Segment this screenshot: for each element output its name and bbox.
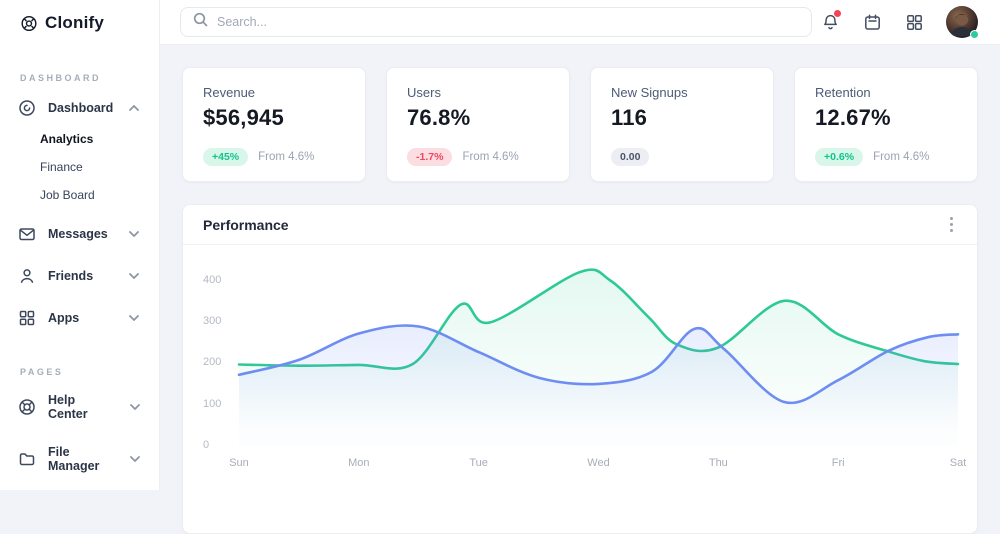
x-axis-label: Fri xyxy=(816,457,860,469)
stat-card-new-signups: New Signups 116 0.00 xyxy=(590,67,774,182)
chevron-down-icon xyxy=(125,267,143,285)
stat-note: From 4.6% xyxy=(462,151,518,163)
stat-value: 76.8% xyxy=(407,105,549,131)
sidebar-item-file-manager[interactable]: File Manager xyxy=(0,437,159,481)
y-axis-label: 300 xyxy=(203,315,221,327)
apps-grid-icon[interactable] xyxy=(904,12,924,32)
online-status-dot xyxy=(970,30,979,39)
main-content: Revenue $56,945 +45% From 4.6% Users 76.… xyxy=(160,45,1000,490)
bell-icon[interactable] xyxy=(820,12,840,32)
y-axis-label: 0 xyxy=(203,439,209,451)
sidebar-item-help-center[interactable]: Help Center xyxy=(0,385,159,429)
search-input[interactable] xyxy=(217,15,799,29)
top-bar xyxy=(160,0,1000,45)
calendar-icon[interactable] xyxy=(862,12,882,32)
sidebar-item-label: Apps xyxy=(48,311,79,325)
user-avatar[interactable] xyxy=(946,6,978,38)
sidebar-subitem-job-board[interactable]: Job Board xyxy=(40,181,159,209)
sidebar-item-friends[interactable]: Friends xyxy=(0,259,159,293)
performance-chart: 400 300 200 100 0 Sun Mon Tue Wed Thu Fri Sat xyxy=(183,245,977,495)
trend-badge: +45% xyxy=(203,148,248,166)
more-options-icon[interactable] xyxy=(946,213,957,236)
stat-label: Retention xyxy=(815,85,957,100)
sidebar-subitem-finance[interactable]: Finance xyxy=(40,153,159,181)
trend-badge: 0.00 xyxy=(611,148,649,166)
y-axis-label: 400 xyxy=(203,274,221,286)
performance-card-header: Performance xyxy=(183,205,977,245)
lifebuoy-icon xyxy=(18,398,36,416)
chevron-down-icon xyxy=(126,398,143,416)
stats-row: Revenue $56,945 +45% From 4.6% Users 76.… xyxy=(182,67,978,182)
x-axis-label: Thu xyxy=(696,457,740,469)
x-axis-label: Tue xyxy=(457,457,501,469)
dashboard-submenu: Analytics Finance Job Board xyxy=(0,125,159,209)
sidebar-item-label: Help Center xyxy=(48,393,114,421)
chevron-up-icon xyxy=(125,99,143,117)
sidebar-item-label: Friends xyxy=(48,269,93,283)
sidebar-item-label: File Manager xyxy=(48,445,115,473)
x-axis-label: Mon xyxy=(337,457,381,469)
trend-badge: -1.7% xyxy=(407,148,452,166)
y-axis-label: 200 xyxy=(203,356,221,368)
stat-label: Users xyxy=(407,85,549,100)
chevron-down-icon xyxy=(125,225,143,243)
sidebar-item-dashboard[interactable]: Dashboard xyxy=(0,91,159,125)
stat-note: From 4.6% xyxy=(873,151,929,163)
folder-icon xyxy=(18,450,36,468)
dashboard-icon xyxy=(18,99,36,117)
clonify-logo-icon xyxy=(20,14,38,32)
stat-card-retention: Retention 12.67% +0.6% From 4.6% xyxy=(794,67,978,182)
y-axis-label: 100 xyxy=(203,398,221,410)
x-axis-label: Sat xyxy=(936,457,980,469)
stat-value: 116 xyxy=(611,105,753,131)
x-axis-label: Wed xyxy=(577,457,621,469)
mail-icon xyxy=(18,225,36,243)
search-icon xyxy=(193,12,208,32)
chart-title: Performance xyxy=(203,217,289,233)
x-axis-label: Sun xyxy=(217,457,261,469)
notification-dot xyxy=(834,10,841,17)
user-icon xyxy=(18,267,36,285)
sidebar-item-label: Dashboard xyxy=(48,101,113,115)
stat-note: From 4.6% xyxy=(258,151,314,163)
stat-label: New Signups xyxy=(611,85,753,100)
search-box[interactable] xyxy=(180,7,812,37)
stat-card-users: Users 76.8% -1.7% From 4.6% xyxy=(386,67,570,182)
stat-value: $56,945 xyxy=(203,105,345,131)
performance-chart-canvas[interactable] xyxy=(233,255,963,455)
sidebar-subitem-analytics[interactable]: Analytics xyxy=(40,125,159,153)
stat-card-revenue: Revenue $56,945 +45% From 4.6% xyxy=(182,67,366,182)
sidebar-item-label: Messages xyxy=(48,227,108,241)
brand-name: Clonify xyxy=(45,13,104,33)
top-bar-actions xyxy=(820,6,1000,38)
sidebar-item-messages[interactable]: Messages xyxy=(0,217,159,251)
sidebar-section-pages: PAGES xyxy=(0,367,159,377)
sidebar: Clonify DASHBOARD Dashboard Analytics Fi… xyxy=(0,0,160,490)
stat-label: Revenue xyxy=(203,85,345,100)
sidebar-item-apps[interactable]: Apps xyxy=(0,301,159,335)
chevron-down-icon xyxy=(125,309,143,327)
grid-icon xyxy=(18,309,36,327)
chevron-down-icon xyxy=(127,450,143,468)
brand-logo[interactable]: Clonify xyxy=(0,0,159,33)
stat-value: 12.67% xyxy=(815,105,957,131)
performance-card: Performance 400 300 200 100 0 Sun Mon Tue Wed Thu… xyxy=(182,204,978,534)
trend-badge: +0.6% xyxy=(815,148,863,166)
sidebar-section-dashboard: DASHBOARD xyxy=(0,73,159,83)
